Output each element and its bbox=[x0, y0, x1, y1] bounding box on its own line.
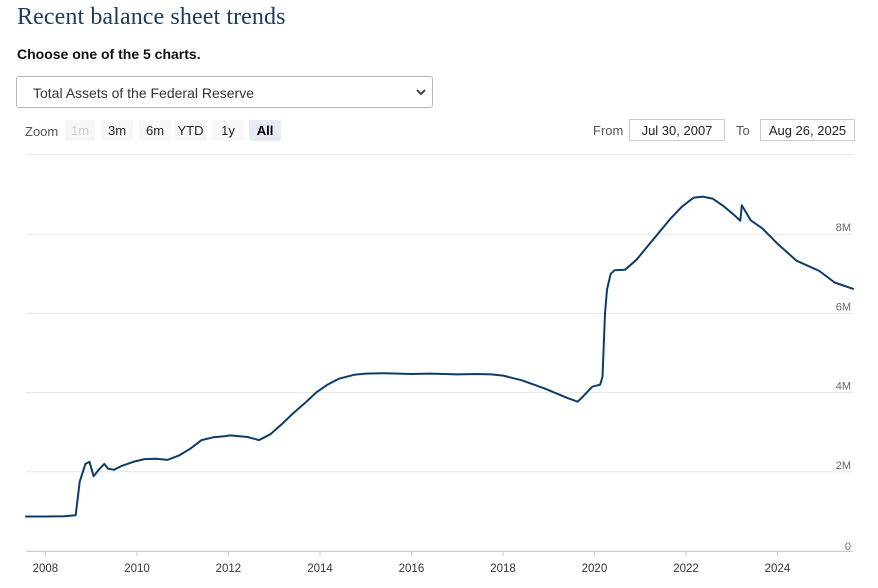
zoom-all-button[interactable]: All bbox=[249, 120, 281, 141]
x-tick-label: 2024 bbox=[765, 563, 791, 575]
x-tick-label: 2018 bbox=[490, 563, 516, 575]
range-from-input[interactable]: Jul 30, 2007 bbox=[629, 119, 725, 141]
chart-select-dropdown[interactable]: Total Assets of the Federal Reserve bbox=[16, 76, 433, 108]
y-tick-label: 2M bbox=[836, 460, 851, 472]
zoom-1m-button[interactable]: 1m bbox=[65, 120, 95, 141]
chevron-down-icon bbox=[416, 89, 426, 96]
series-line bbox=[25, 195, 854, 518]
selected-chart-label: Total Assets of the Federal Reserve bbox=[33, 85, 254, 101]
x-tick-label: 2016 bbox=[399, 563, 425, 575]
x-tick-label: 2010 bbox=[124, 563, 150, 575]
range-from-label: From bbox=[593, 123, 624, 138]
x-tick-label: 2020 bbox=[582, 563, 608, 575]
zoom-6m-button[interactable]: 6m bbox=[139, 120, 171, 141]
x-tick-label: 2014 bbox=[307, 563, 333, 575]
page-title: Recent balance sheet trends bbox=[17, 4, 286, 30]
chart-top-border bbox=[26, 154, 853, 155]
zoom-1y-button[interactable]: 1y bbox=[212, 120, 244, 141]
y-tick-label: 8M bbox=[836, 222, 851, 234]
x-tick-label: 2012 bbox=[216, 563, 242, 575]
zoom-ytd-button[interactable]: YTD bbox=[174, 120, 207, 141]
chart-choice-prompt: Choose one of the 5 charts. bbox=[17, 46, 201, 62]
range-to-label: To bbox=[736, 123, 750, 138]
y-tick-label: 6M bbox=[836, 301, 851, 313]
zoom-3m-button[interactable]: 3m bbox=[101, 120, 133, 141]
range-to-input[interactable]: Aug 26, 2025 bbox=[760, 119, 855, 141]
y-tick-label: 0 bbox=[845, 541, 851, 553]
zoom-label: Zoom bbox=[25, 124, 59, 139]
x-tick-label: 2008 bbox=[33, 563, 59, 575]
y-tick-label: 4M bbox=[836, 381, 851, 393]
x-tick-label: 2022 bbox=[673, 563, 699, 575]
